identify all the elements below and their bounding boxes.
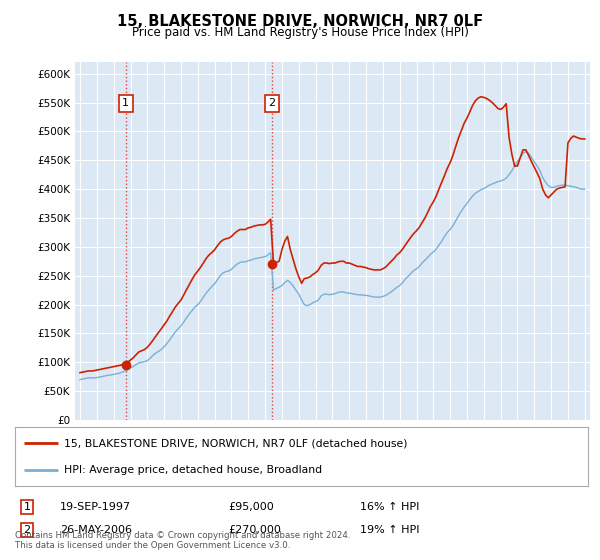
Text: 19% ↑ HPI: 19% ↑ HPI <box>360 525 419 535</box>
Text: 1: 1 <box>23 502 31 512</box>
Text: HPI: Average price, detached house, Broadland: HPI: Average price, detached house, Broa… <box>64 465 322 475</box>
Text: 19-SEP-1997: 19-SEP-1997 <box>60 502 131 512</box>
Text: Price paid vs. HM Land Registry's House Price Index (HPI): Price paid vs. HM Land Registry's House … <box>131 26 469 39</box>
Text: 1: 1 <box>122 99 130 108</box>
Text: £95,000: £95,000 <box>228 502 274 512</box>
Text: 15, BLAKESTONE DRIVE, NORWICH, NR7 0LF (detached house): 15, BLAKESTONE DRIVE, NORWICH, NR7 0LF (… <box>64 438 407 448</box>
Text: £270,000: £270,000 <box>228 525 281 535</box>
Text: 2: 2 <box>268 99 275 108</box>
Text: Contains HM Land Registry data © Crown copyright and database right 2024.
This d: Contains HM Land Registry data © Crown c… <box>15 530 350 550</box>
Text: 2: 2 <box>23 525 31 535</box>
Text: 16% ↑ HPI: 16% ↑ HPI <box>360 502 419 512</box>
Text: 15, BLAKESTONE DRIVE, NORWICH, NR7 0LF: 15, BLAKESTONE DRIVE, NORWICH, NR7 0LF <box>117 14 483 29</box>
Text: 26-MAY-2006: 26-MAY-2006 <box>60 525 132 535</box>
